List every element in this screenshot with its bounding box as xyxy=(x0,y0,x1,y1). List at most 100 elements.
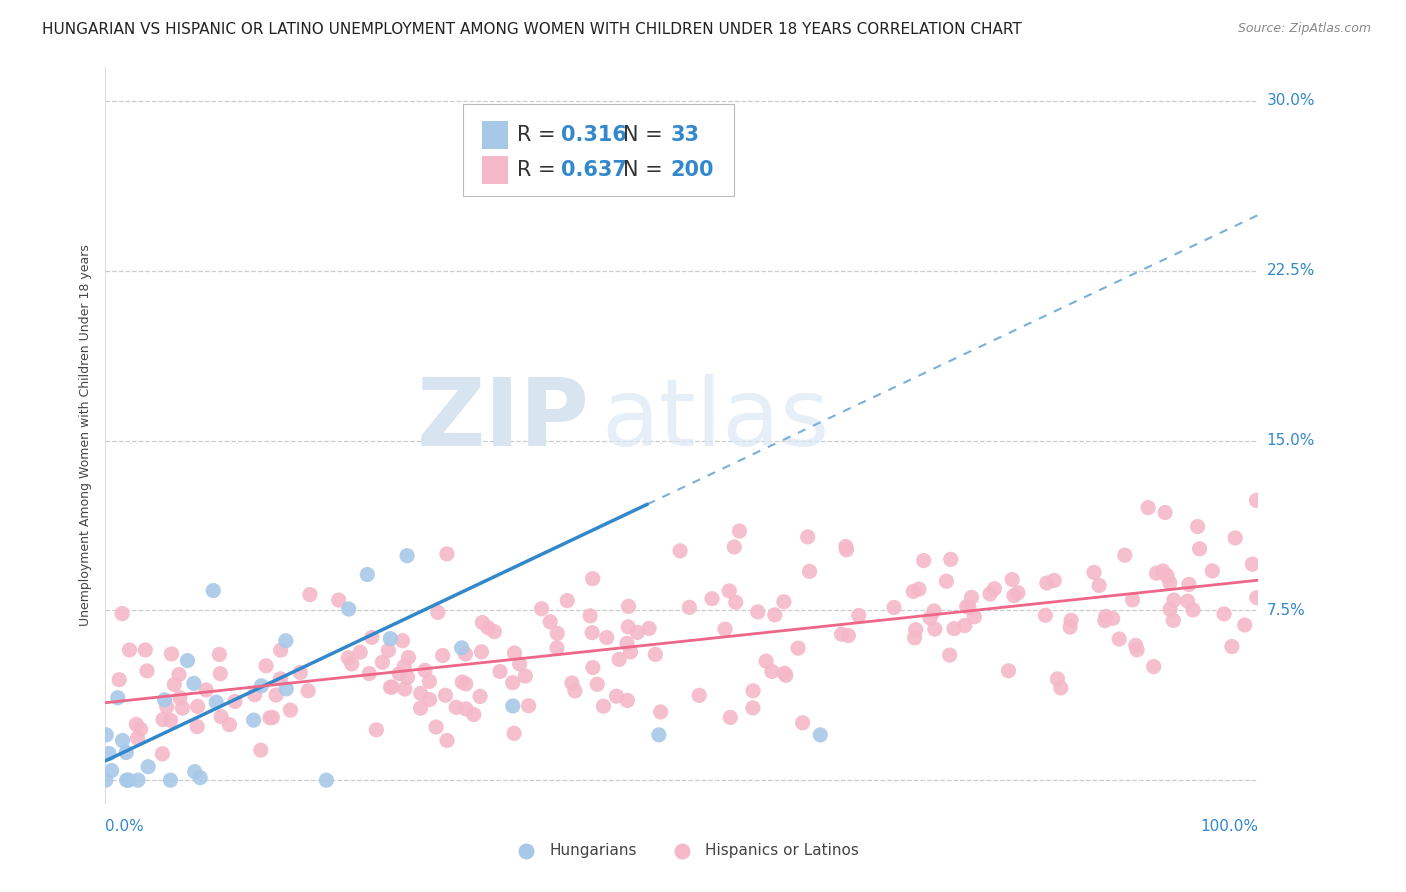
Text: N =: N = xyxy=(623,160,669,180)
Point xyxy=(616,693,638,707)
Point xyxy=(960,591,983,605)
Text: ZIP: ZIP xyxy=(416,374,589,467)
Point xyxy=(515,669,537,683)
Point xyxy=(98,747,121,761)
Point xyxy=(678,600,700,615)
Point xyxy=(290,665,312,680)
Point xyxy=(1036,576,1059,591)
Point xyxy=(269,672,291,686)
Point xyxy=(328,593,350,607)
Point xyxy=(1043,574,1066,588)
Point xyxy=(517,698,540,713)
Point xyxy=(718,710,741,724)
Point xyxy=(1059,620,1081,634)
Point xyxy=(202,583,225,598)
Point xyxy=(159,714,181,728)
Point xyxy=(669,544,692,558)
Point xyxy=(176,654,198,668)
Point xyxy=(108,673,131,687)
Point xyxy=(118,773,141,788)
Point xyxy=(546,626,568,640)
Point xyxy=(388,666,411,681)
Point xyxy=(688,689,710,703)
Point xyxy=(1159,602,1181,616)
Point xyxy=(454,677,477,691)
Point xyxy=(444,700,467,714)
Point xyxy=(1007,586,1029,600)
Point xyxy=(943,622,966,636)
Point xyxy=(111,733,134,747)
Point xyxy=(396,650,419,665)
Point xyxy=(1225,531,1247,545)
Point xyxy=(218,717,240,731)
Point xyxy=(274,633,297,648)
Point xyxy=(1152,564,1174,578)
Point xyxy=(426,606,449,620)
Point xyxy=(188,771,211,785)
Point xyxy=(125,717,148,731)
Point xyxy=(700,591,723,606)
Point xyxy=(470,645,492,659)
Point xyxy=(741,701,763,715)
Y-axis label: Unemployment Among Women with Children Under 18 years: Unemployment Among Women with Children U… xyxy=(79,244,93,626)
Point xyxy=(626,625,648,640)
Point xyxy=(366,723,388,737)
Point xyxy=(1182,603,1205,617)
Point xyxy=(409,686,432,700)
Point xyxy=(616,636,638,650)
Point xyxy=(183,764,205,779)
Point xyxy=(1126,642,1149,657)
Point xyxy=(644,648,666,662)
Point xyxy=(763,607,786,622)
Point xyxy=(607,652,630,666)
Point xyxy=(904,623,927,637)
Point xyxy=(883,600,905,615)
Point xyxy=(337,650,360,665)
Point xyxy=(127,773,149,788)
Point xyxy=(489,665,512,679)
Point xyxy=(434,688,457,702)
Point xyxy=(619,645,641,659)
Point xyxy=(903,584,925,599)
Point xyxy=(1094,614,1116,628)
Point xyxy=(471,615,494,630)
Point xyxy=(1046,672,1069,686)
Point xyxy=(1108,632,1130,646)
Point xyxy=(912,553,935,567)
Point xyxy=(477,621,499,635)
Point xyxy=(723,540,745,554)
Point xyxy=(1177,594,1199,608)
Point xyxy=(1101,611,1123,625)
Point xyxy=(773,666,796,681)
Point xyxy=(792,715,814,730)
Text: 15.0%: 15.0% xyxy=(1267,433,1315,448)
FancyBboxPatch shape xyxy=(463,103,734,195)
Point xyxy=(249,743,271,757)
Point xyxy=(115,746,138,760)
Point xyxy=(1088,578,1111,592)
Point xyxy=(503,646,526,660)
Text: 100.0%: 100.0% xyxy=(1201,819,1258,834)
Point xyxy=(538,615,561,629)
Text: 0.316: 0.316 xyxy=(561,126,627,145)
Point xyxy=(156,699,179,714)
Point xyxy=(581,625,603,640)
Point xyxy=(463,707,485,722)
Point xyxy=(356,567,378,582)
Point xyxy=(502,675,524,690)
Bar xyxy=(482,156,508,184)
Text: N =: N = xyxy=(623,126,669,145)
Point xyxy=(799,565,821,579)
Point xyxy=(359,666,381,681)
Point xyxy=(360,631,382,645)
Point xyxy=(340,657,363,671)
Point xyxy=(264,688,287,702)
Point xyxy=(579,608,602,623)
Point xyxy=(298,588,321,602)
Point xyxy=(262,710,284,724)
Bar xyxy=(482,121,508,149)
Text: HUNGARIAN VS HISPANIC OR LATINO UNEMPLOYMENT AMONG WOMEN WITH CHILDREN UNDER 18 : HUNGARIAN VS HISPANIC OR LATINO UNEMPLOY… xyxy=(42,22,1022,37)
Point xyxy=(391,633,413,648)
Text: R =: R = xyxy=(517,126,562,145)
Point xyxy=(1002,589,1025,603)
